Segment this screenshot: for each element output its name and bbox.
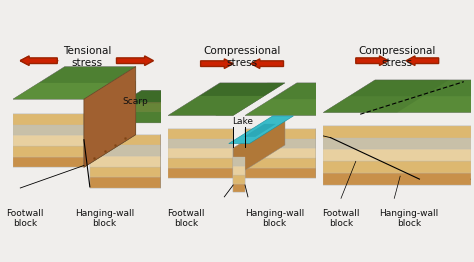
Polygon shape [168,96,264,116]
Text: Footwall
block: Footwall block [167,209,205,228]
Polygon shape [323,126,471,185]
Polygon shape [126,102,213,112]
Polygon shape [84,113,136,157]
Polygon shape [323,80,474,112]
Polygon shape [471,117,474,161]
Polygon shape [84,92,136,135]
Polygon shape [90,177,161,188]
Polygon shape [215,83,285,116]
Polygon shape [316,96,368,178]
Polygon shape [13,157,84,167]
Polygon shape [233,175,245,184]
Polygon shape [168,129,233,178]
Text: Hanging-wall
block: Hanging-wall block [75,209,134,228]
Polygon shape [323,161,471,173]
Polygon shape [84,103,136,146]
Polygon shape [13,114,84,125]
FancyArrow shape [356,56,388,66]
Polygon shape [161,102,213,188]
Polygon shape [245,129,316,139]
Polygon shape [233,184,245,192]
Polygon shape [90,90,213,123]
Polygon shape [316,106,368,148]
Polygon shape [245,148,316,158]
Polygon shape [471,105,474,150]
Polygon shape [245,99,342,116]
Text: Hanging-wall
block: Hanging-wall block [245,209,304,228]
Polygon shape [316,116,368,158]
Polygon shape [229,116,293,144]
Text: Compressional
stress: Compressional stress [203,46,281,68]
Polygon shape [245,83,368,116]
Polygon shape [168,129,233,139]
Polygon shape [84,67,136,167]
FancyArrow shape [251,59,283,68]
Text: Compressional
stress: Compressional stress [358,46,436,68]
Polygon shape [233,116,285,178]
Polygon shape [168,83,285,116]
Polygon shape [323,138,471,150]
Polygon shape [13,125,84,135]
Polygon shape [90,156,161,167]
Polygon shape [161,145,213,188]
Polygon shape [245,158,316,168]
Polygon shape [233,157,245,166]
Polygon shape [323,126,471,138]
Polygon shape [245,139,316,148]
Polygon shape [90,167,161,177]
Polygon shape [316,96,368,139]
Polygon shape [245,168,316,178]
Polygon shape [168,139,233,148]
FancyArrow shape [201,59,233,68]
Polygon shape [168,158,233,168]
Polygon shape [161,113,213,156]
Polygon shape [471,141,474,185]
Polygon shape [90,135,161,188]
Polygon shape [13,146,84,157]
Polygon shape [233,166,245,175]
Polygon shape [471,93,474,138]
Text: Scarp: Scarp [122,97,148,106]
Polygon shape [161,102,213,145]
FancyArrow shape [117,56,154,66]
Polygon shape [168,148,233,158]
Polygon shape [84,81,136,167]
Polygon shape [84,81,136,125]
Polygon shape [316,125,368,168]
Polygon shape [161,123,213,167]
Polygon shape [323,96,474,112]
Polygon shape [84,124,136,167]
Text: Footwall
block: Footwall block [322,209,360,228]
Polygon shape [323,173,471,185]
Polygon shape [233,148,245,192]
Text: Hanging-wall
block: Hanging-wall block [380,209,439,228]
Polygon shape [90,145,161,156]
Polygon shape [245,129,316,178]
Polygon shape [244,124,276,137]
Polygon shape [471,93,474,185]
Polygon shape [13,83,110,99]
Polygon shape [161,134,213,177]
Polygon shape [13,114,84,167]
Text: Lake: Lake [232,117,254,125]
Polygon shape [13,67,136,99]
Polygon shape [316,135,368,178]
Polygon shape [90,135,161,145]
Text: Tensional
stress: Tensional stress [63,46,111,68]
Polygon shape [323,80,449,112]
Polygon shape [13,135,84,146]
Text: Footwall
block: Footwall block [6,209,44,228]
FancyArrow shape [20,56,57,66]
Polygon shape [471,129,474,173]
Polygon shape [168,168,233,178]
Polygon shape [323,150,471,161]
FancyArrow shape [406,56,438,66]
Polygon shape [90,103,192,123]
